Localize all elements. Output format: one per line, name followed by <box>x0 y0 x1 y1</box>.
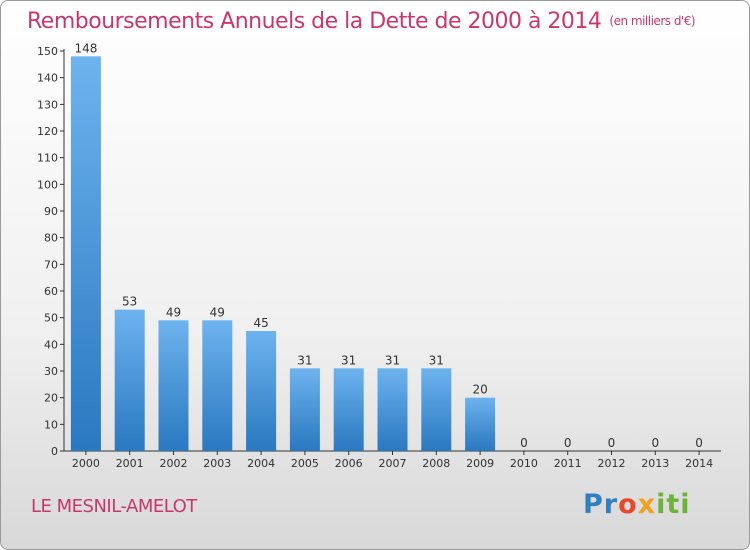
y-tick-label: 90 <box>44 205 58 218</box>
logo-part-3: x <box>637 489 657 520</box>
bar-2005 <box>289 368 320 451</box>
y-tick-label: 30 <box>44 365 58 378</box>
data-label-2006: 31 <box>341 353 356 367</box>
x-tick-label-2008: 2008 <box>422 457 450 470</box>
y-tick-label: 40 <box>44 338 58 351</box>
x-tick-label-2010: 2010 <box>510 457 538 470</box>
data-label-2003: 49 <box>210 305 225 319</box>
commune-name: LE MESNIL-AMELOT <box>31 496 197 517</box>
y-tick-label: 130 <box>37 98 58 111</box>
x-tick-label-2004: 2004 <box>247 457 275 470</box>
bar-2000 <box>70 56 101 451</box>
y-tick-label: 60 <box>44 285 58 298</box>
data-label-2002: 49 <box>166 305 181 319</box>
y-tick-label: 50 <box>44 312 58 325</box>
y-tick-label: 120 <box>37 125 58 138</box>
x-tick-label-2011: 2011 <box>554 457 582 470</box>
x-tick-label-2000: 2000 <box>72 457 100 470</box>
data-label-2012: 0 <box>608 436 616 450</box>
y-tick-label: 20 <box>44 392 58 405</box>
bar-2006 <box>333 368 364 451</box>
y-tick-label: 0 <box>51 445 58 458</box>
data-label-2000: 148 <box>74 41 97 55</box>
logo-part-2: o <box>618 489 638 520</box>
x-tick-label-2009: 2009 <box>466 457 494 470</box>
proxiti-logo: Proxiti <box>583 489 691 520</box>
x-tick-label-2002: 2002 <box>160 457 188 470</box>
y-tick-label: 80 <box>44 232 58 245</box>
bar-2004 <box>246 331 277 451</box>
x-tick-label-2014: 2014 <box>685 457 713 470</box>
x-tick-label-2013: 2013 <box>641 457 669 470</box>
y-tick-label: 110 <box>37 152 58 165</box>
data-label-2011: 0 <box>564 436 572 450</box>
x-tick-label-2003: 2003 <box>203 457 231 470</box>
y-tick-label: 150 <box>37 45 58 58</box>
y-tick-label: 100 <box>37 178 58 191</box>
data-label-2007: 31 <box>385 353 400 367</box>
y-tick-label: 10 <box>44 418 58 431</box>
bar-2008 <box>421 368 452 451</box>
data-label-2010: 0 <box>520 436 528 450</box>
x-tick-label-2007: 2007 <box>379 457 407 470</box>
chart-title-text: Remboursements Annuels de la Dette de 20… <box>27 9 602 34</box>
data-label-2004: 45 <box>253 316 268 330</box>
bar-2009 <box>465 397 496 451</box>
x-tick-label-2006: 2006 <box>335 457 363 470</box>
chart-title: Remboursements Annuels de la Dette de 20… <box>27 9 696 34</box>
data-label-2001: 53 <box>122 295 137 309</box>
logo-part-1: Pr <box>583 489 619 520</box>
chart-unit: (en milliers d'€) <box>609 14 696 28</box>
x-tick-label-2012: 2012 <box>598 457 626 470</box>
y-tick-label: 140 <box>37 72 58 85</box>
logo-part-4: iti <box>656 489 691 520</box>
data-label-2008: 31 <box>429 353 444 367</box>
data-label-2014: 0 <box>695 436 703 450</box>
bar-2001 <box>114 309 145 451</box>
bar-2003 <box>202 320 233 451</box>
x-tick-label-2001: 2001 <box>116 457 144 470</box>
data-label-2005: 31 <box>297 353 312 367</box>
bar-2002 <box>158 320 189 451</box>
x-tick-label-2005: 2005 <box>291 457 319 470</box>
y-tick-label: 70 <box>44 258 58 271</box>
data-label-2013: 0 <box>651 436 659 450</box>
bar-2007 <box>377 368 408 451</box>
data-label-2009: 20 <box>472 383 487 397</box>
